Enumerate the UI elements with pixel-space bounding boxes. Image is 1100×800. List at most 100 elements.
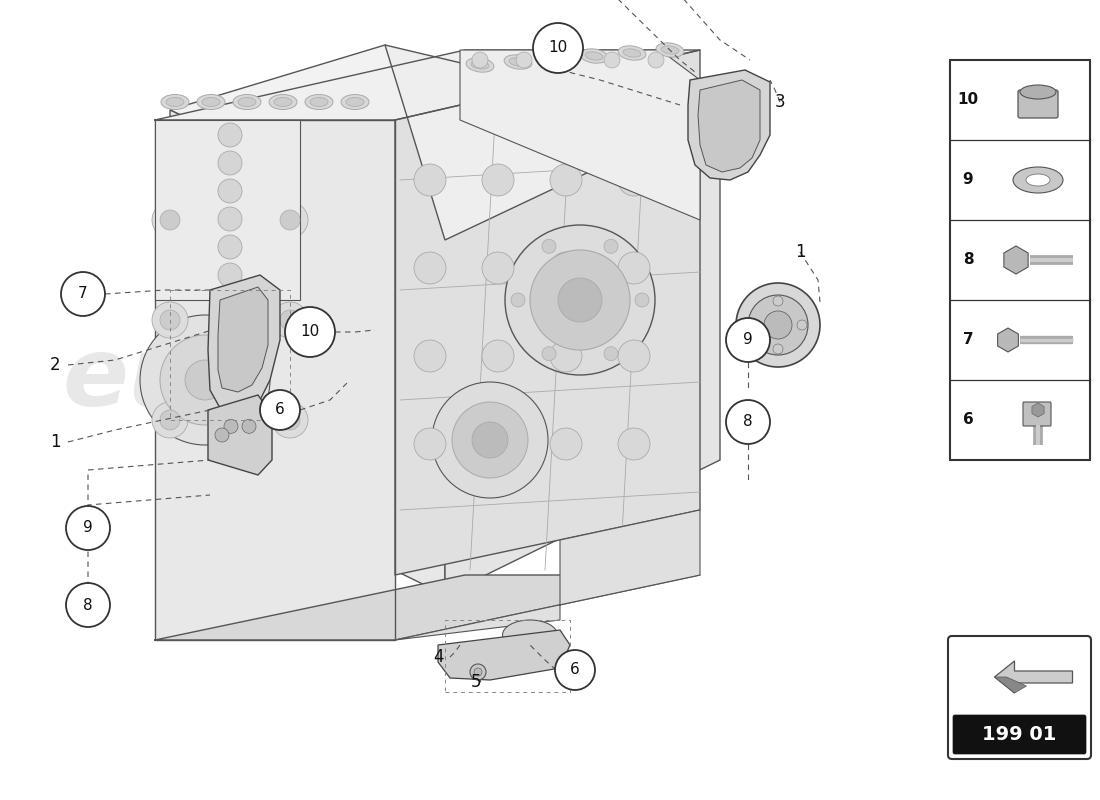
Circle shape: [60, 272, 104, 316]
Ellipse shape: [233, 94, 261, 110]
Circle shape: [560, 52, 576, 68]
FancyBboxPatch shape: [948, 636, 1091, 759]
Circle shape: [534, 23, 583, 73]
Circle shape: [726, 400, 770, 444]
Ellipse shape: [305, 94, 333, 110]
Ellipse shape: [509, 58, 527, 66]
Polygon shape: [1004, 246, 1028, 274]
Ellipse shape: [661, 46, 679, 54]
Text: 3: 3: [774, 93, 785, 111]
Text: 6: 6: [962, 413, 974, 427]
Circle shape: [618, 252, 650, 284]
Ellipse shape: [618, 46, 646, 60]
Circle shape: [604, 346, 618, 361]
Circle shape: [472, 422, 508, 458]
Polygon shape: [395, 510, 700, 640]
Text: 5: 5: [471, 673, 482, 691]
Circle shape: [618, 340, 650, 372]
Ellipse shape: [341, 94, 368, 110]
FancyBboxPatch shape: [1018, 90, 1058, 118]
Circle shape: [550, 252, 582, 284]
Polygon shape: [155, 50, 700, 120]
Polygon shape: [155, 575, 700, 640]
Circle shape: [218, 179, 242, 203]
Ellipse shape: [161, 94, 189, 110]
Polygon shape: [208, 275, 280, 410]
Polygon shape: [170, 110, 446, 595]
Circle shape: [749, 320, 759, 330]
Circle shape: [472, 52, 488, 68]
Ellipse shape: [542, 52, 570, 66]
Text: 6: 6: [275, 402, 285, 418]
Circle shape: [482, 428, 514, 460]
Text: 7: 7: [962, 333, 974, 347]
Circle shape: [280, 310, 300, 330]
Circle shape: [218, 207, 242, 231]
FancyBboxPatch shape: [953, 715, 1086, 754]
Ellipse shape: [202, 98, 220, 106]
FancyBboxPatch shape: [1023, 402, 1050, 426]
Circle shape: [285, 307, 336, 357]
Ellipse shape: [1020, 85, 1056, 99]
Text: 4: 4: [432, 648, 443, 666]
Circle shape: [280, 410, 300, 430]
Ellipse shape: [547, 55, 565, 63]
Circle shape: [218, 235, 242, 259]
Circle shape: [218, 151, 242, 175]
Circle shape: [726, 318, 770, 362]
Ellipse shape: [471, 61, 488, 69]
Circle shape: [414, 164, 446, 196]
Polygon shape: [438, 630, 570, 680]
Circle shape: [160, 335, 250, 425]
FancyBboxPatch shape: [950, 60, 1090, 460]
Ellipse shape: [166, 98, 184, 106]
Circle shape: [558, 278, 602, 322]
Ellipse shape: [1013, 167, 1063, 193]
Text: a passion for parts since 1985: a passion for parts since 1985: [161, 441, 580, 469]
Circle shape: [542, 239, 556, 254]
Ellipse shape: [580, 49, 608, 63]
Text: 8: 8: [962, 253, 974, 267]
Circle shape: [604, 52, 620, 68]
Polygon shape: [698, 80, 760, 172]
Circle shape: [550, 428, 582, 460]
Polygon shape: [998, 328, 1019, 352]
Ellipse shape: [270, 94, 297, 110]
Ellipse shape: [585, 52, 603, 60]
Circle shape: [648, 52, 664, 68]
Circle shape: [618, 428, 650, 460]
Circle shape: [618, 164, 650, 196]
Text: 9: 9: [962, 173, 974, 187]
Ellipse shape: [197, 94, 226, 110]
Circle shape: [152, 402, 188, 438]
Circle shape: [530, 250, 630, 350]
Polygon shape: [395, 50, 700, 575]
Polygon shape: [460, 50, 700, 220]
Polygon shape: [994, 677, 1026, 693]
Circle shape: [242, 419, 256, 434]
Polygon shape: [688, 70, 770, 180]
Circle shape: [140, 315, 270, 445]
Ellipse shape: [346, 98, 364, 106]
Circle shape: [470, 664, 486, 680]
Circle shape: [414, 428, 446, 460]
Circle shape: [604, 239, 618, 254]
Circle shape: [516, 52, 532, 68]
Circle shape: [452, 402, 528, 478]
Circle shape: [218, 263, 242, 287]
Circle shape: [432, 382, 548, 498]
Circle shape: [414, 340, 446, 372]
Circle shape: [272, 302, 308, 338]
Polygon shape: [208, 395, 272, 475]
Circle shape: [66, 506, 110, 550]
Circle shape: [214, 428, 229, 442]
Circle shape: [152, 302, 188, 338]
Text: 8: 8: [744, 414, 752, 430]
Text: 10: 10: [549, 41, 568, 55]
Circle shape: [482, 340, 514, 372]
Text: 9: 9: [84, 521, 92, 535]
Text: 8: 8: [84, 598, 92, 613]
Ellipse shape: [466, 58, 494, 72]
Polygon shape: [218, 287, 268, 392]
Circle shape: [764, 311, 792, 339]
